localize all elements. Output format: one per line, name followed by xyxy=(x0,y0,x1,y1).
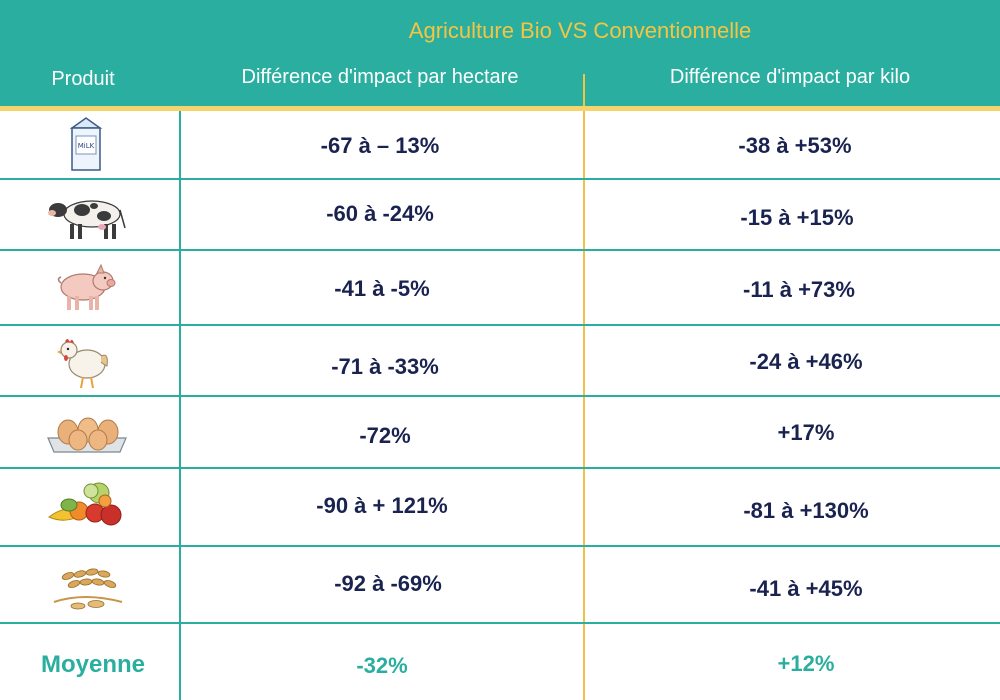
cell-hectare: -92 à -69% xyxy=(334,571,442,596)
cell-kilo: -81 à +130% xyxy=(743,498,869,523)
row-divider xyxy=(0,249,1000,251)
row-divider xyxy=(0,545,1000,547)
average-kilo: +12% xyxy=(777,651,835,676)
column-divider-left xyxy=(179,111,181,700)
grain-icon xyxy=(53,568,123,610)
header-hectare: Différence d'impact par hectare xyxy=(241,66,519,88)
average-hectare: -32% xyxy=(356,653,408,678)
cell-hectare: -67 à – 13% xyxy=(320,133,440,158)
cow-icon xyxy=(48,200,126,239)
cell-hectare: -41 à -5% xyxy=(334,276,430,301)
milk-carton-icon: MiLK xyxy=(69,117,103,171)
cell-kilo: -38 à +53% xyxy=(738,133,852,158)
row-divider xyxy=(0,622,1000,624)
row-divider xyxy=(0,324,1000,326)
cell-kilo: -24 à +46% xyxy=(749,349,863,374)
header-underline xyxy=(0,106,1000,111)
column-divider-middle xyxy=(583,111,585,700)
table-title: Agriculture Bio VS Conventionnelle xyxy=(408,18,752,43)
cell-hectare: -72% xyxy=(359,423,411,448)
cell-hectare: -90 à + 121% xyxy=(316,493,448,518)
cell-kilo: -11 à +73% xyxy=(743,277,855,302)
cell-kilo: -15 à +15% xyxy=(740,205,854,230)
cell-kilo: -41 à +45% xyxy=(749,576,863,601)
average-label: Moyenne xyxy=(40,651,146,678)
pig-icon xyxy=(57,263,116,310)
chicken-icon xyxy=(57,339,108,389)
cell-hectare: -60 à -24% xyxy=(326,201,434,226)
fruits-vegetables-icon xyxy=(48,482,122,526)
row-divider xyxy=(0,178,1000,180)
cell-hectare: -71 à -33% xyxy=(331,354,439,379)
cell-kilo: +17% xyxy=(777,420,835,445)
eggs-icon xyxy=(47,417,127,453)
header-produit: Produit xyxy=(51,68,115,90)
header-kilo: Différence d'impact par kilo xyxy=(669,66,911,88)
milk-carton-label: MiLK xyxy=(78,142,95,150)
header-divider xyxy=(583,74,585,114)
row-divider xyxy=(0,467,1000,469)
row-divider xyxy=(0,395,1000,397)
table-header: Agriculture Bio VS Conventionnelle Produ… xyxy=(0,0,1000,106)
